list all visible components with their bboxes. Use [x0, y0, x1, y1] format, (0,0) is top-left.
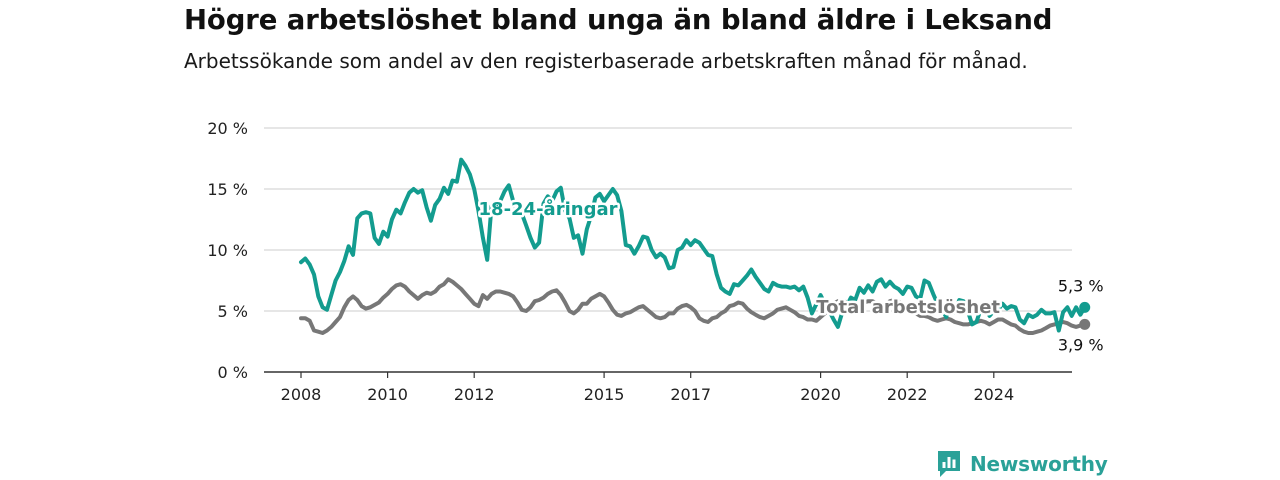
chart-title: Högre arbetslöshet bland unga än bland ä…	[184, 4, 1053, 36]
bar-chart-icon	[938, 451, 960, 477]
x-tick-label: 2022	[887, 385, 928, 404]
y-axis-ticks: 0 % 5 % 10 % 15 % 20 %	[207, 119, 248, 382]
x-tick-label: 2024	[973, 385, 1014, 404]
x-tick-label: 2010	[367, 385, 408, 404]
series-lines	[299, 157, 1091, 335]
x-tick-label: 2012	[454, 385, 495, 404]
total-series-line	[299, 277, 1087, 335]
x-tick-label: 2017	[670, 385, 711, 404]
y-tick-label: 20 %	[207, 119, 248, 138]
newsworthy-logo: Newsworthy	[936, 449, 1108, 479]
y-tick-label: 0 %	[218, 363, 248, 382]
brand-name: Newsworthy	[970, 452, 1108, 476]
y-tick-label: 5 %	[218, 302, 248, 321]
y-tick-label: 10 %	[207, 241, 248, 260]
youth-end-value-label: 5,3 %	[1058, 276, 1104, 295]
youth-series-line	[299, 157, 1087, 333]
total-end-point	[1079, 318, 1091, 330]
series-labels: 18-24-åringar Total arbetslöshet 5,3 % 3,9 …	[476, 196, 1106, 357]
youth-series-label: 18-24-åringar	[479, 198, 618, 220]
total-series-label: Total arbetslöshet	[816, 297, 1000, 318]
x-tick-label: 2020	[800, 385, 841, 404]
y-tick-label: 15 %	[207, 180, 248, 199]
x-tick-label: 2008	[281, 385, 322, 404]
x-tick-label: 2015	[584, 385, 625, 404]
x-axis-ticks: 2008 2010 2012 2015 2017 2020 2022 2024	[281, 372, 1014, 404]
gridlines	[264, 127, 1072, 373]
chart-subtitle: Arbetssökande som andel av den registerb…	[184, 49, 1028, 73]
youth-end-point	[1079, 301, 1091, 313]
total-end-value-label: 3,9 %	[1058, 335, 1104, 354]
